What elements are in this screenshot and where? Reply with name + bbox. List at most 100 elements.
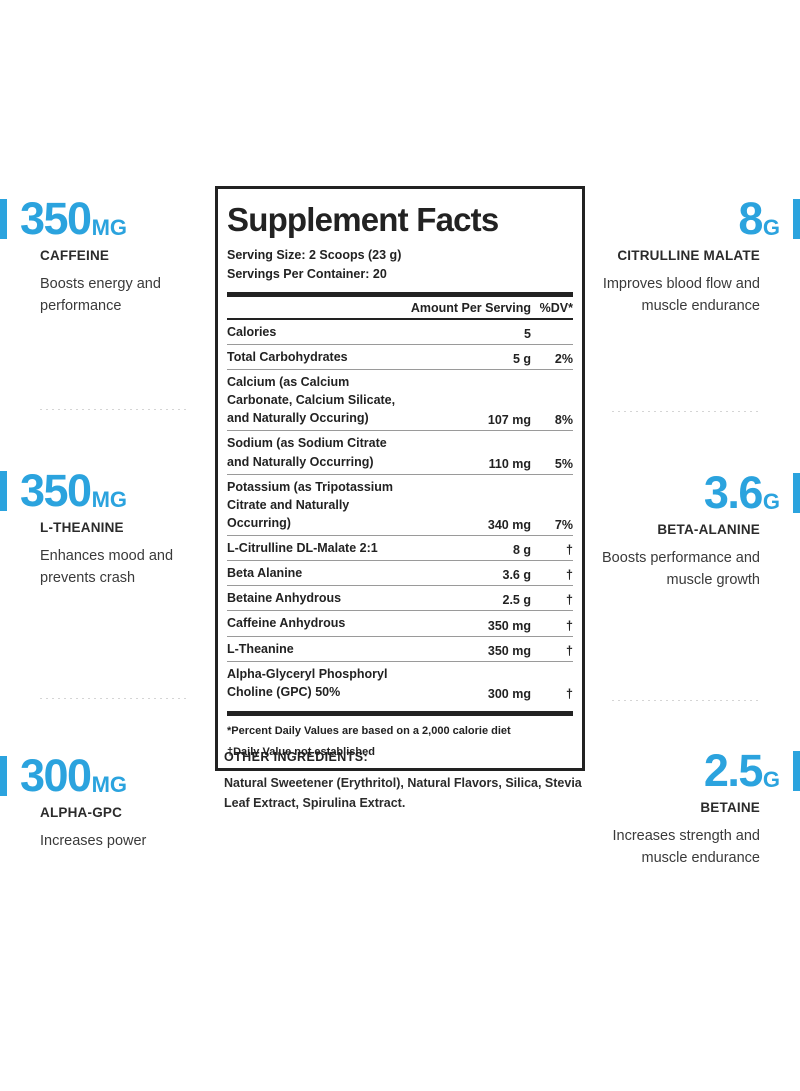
callout-unit: MG bbox=[91, 215, 128, 240]
callout-value: 2.5 bbox=[703, 745, 764, 796]
callout-beta-alanine: 3.6 G BETA-ALANINE Boosts performance and… bbox=[600, 470, 800, 592]
row-amount: 110 mg bbox=[410, 430, 531, 475]
callout-ingredient-name: L-THEANINE bbox=[40, 520, 124, 535]
callout-description: Improves blood flow and muscle endurance bbox=[602, 276, 760, 314]
accent-bar-icon bbox=[793, 473, 800, 513]
row-name: L-Theanine bbox=[227, 636, 411, 662]
row-name: Calcium (as Calcium Carbonate, Calcium S… bbox=[227, 369, 411, 432]
row-dv: † bbox=[531, 610, 573, 637]
callout-ingredient-name: BETAINE bbox=[700, 800, 760, 815]
table-row: Calcium (as Calcium Carbonate, Calcium S… bbox=[227, 369, 573, 432]
callout-amount: 350 MG bbox=[0, 468, 200, 513]
other-ingredients-body: Natural Sweetener (Erythritol), Natural … bbox=[224, 776, 582, 810]
other-ingredients-title: OTHER INGREDIENTS: bbox=[224, 750, 369, 764]
callout-ingredient-name: CAFFEINE bbox=[40, 248, 110, 263]
row-dv: † bbox=[531, 560, 573, 587]
callout-ingredient-name: BETA-ALANINE bbox=[657, 522, 760, 537]
row-name: Sodium (as Sodium Citrate and Naturally … bbox=[227, 430, 411, 475]
header-dv: %DV* bbox=[531, 296, 573, 320]
divider-dotted bbox=[610, 700, 762, 701]
callout-amount: 2.5 G bbox=[600, 748, 800, 793]
accent-bar-icon bbox=[0, 199, 7, 239]
row-amount: 350 mg bbox=[410, 636, 531, 662]
callout-unit: MG bbox=[91, 487, 128, 512]
row-dv: 7% bbox=[531, 474, 573, 537]
callout-description: Boosts energy and performance bbox=[40, 276, 161, 314]
row-name: Total Carbohydrates bbox=[227, 344, 411, 371]
accent-bar-icon bbox=[793, 199, 800, 239]
row-name: Calories bbox=[227, 318, 411, 345]
callout-description: Enhances mood and prevents crash bbox=[40, 548, 174, 586]
row-amount: 8 g bbox=[410, 535, 531, 562]
callout-description: Increases strength and muscle endurance bbox=[612, 828, 760, 866]
row-dv: 5% bbox=[531, 430, 573, 475]
row-name: Potassium (as Tripotassium Citrate and N… bbox=[227, 474, 411, 537]
row-dv bbox=[531, 318, 573, 345]
table-row: Potassium (as Tripotassium Citrate and N… bbox=[227, 474, 573, 537]
callout-unit: MG bbox=[91, 772, 128, 797]
table-row: Sodium (as Sodium Citrate and Naturally … bbox=[227, 430, 573, 475]
footnote-percent-dv: *Percent Daily Values are based on a 2,0… bbox=[227, 724, 511, 737]
row-amount: 5 bbox=[410, 318, 531, 345]
table-row: Caffeine Anhydrous 350 mg † bbox=[227, 610, 573, 637]
row-name: L-Citrulline DL-Malate 2:1 bbox=[227, 535, 411, 562]
callout-value: 350 bbox=[20, 193, 92, 244]
table-header-row: Amount Per Serving %DV* bbox=[227, 296, 573, 320]
row-name: Beta Alanine bbox=[227, 560, 411, 587]
row-amount: 3.6 g bbox=[410, 560, 531, 587]
row-amount: 2.5 g bbox=[410, 585, 531, 612]
divider-dotted bbox=[38, 409, 190, 410]
other-ingredients-section: OTHER INGREDIENTS: Natural Sweetener (Er… bbox=[224, 750, 584, 813]
divider-thick bbox=[227, 291, 573, 297]
row-dv: † bbox=[531, 535, 573, 562]
callout-l-theanine: 350 MG L-THEANINE Enhances mood and preve… bbox=[0, 468, 200, 590]
callout-alpha-gpc: 300 MG ALPHA-GPC Increases power bbox=[0, 753, 200, 853]
accent-bar-icon bbox=[0, 756, 7, 796]
row-dv: † bbox=[566, 686, 573, 701]
row-amount: 107 mg bbox=[410, 369, 531, 432]
row-dv: † bbox=[531, 585, 573, 612]
row-amount: 5 g bbox=[410, 344, 531, 371]
callout-caffeine: 350 MG CAFFEINE Boosts energy and perform… bbox=[0, 196, 200, 318]
row-dv: 8% bbox=[531, 369, 573, 432]
row-name: Caffeine Anhydrous bbox=[227, 610, 411, 637]
nutrition-table: Amount Per Serving %DV* Calories 5 Total… bbox=[227, 296, 573, 704]
serving-size: Serving Size: 2 Scoops (23 g) bbox=[227, 248, 402, 262]
callout-betaine: 2.5 G BETAINE Increases strength and musc… bbox=[600, 748, 800, 870]
table-row: L-Citrulline DL-Malate 2:1 8 g † bbox=[227, 535, 573, 562]
callout-description: Boosts performance and muscle growth bbox=[602, 550, 760, 588]
callout-amount: 3.6 G bbox=[600, 470, 800, 515]
row-amount: 300 mg bbox=[487, 686, 531, 701]
callout-value: 3.6 bbox=[703, 467, 764, 518]
callout-amount: 350 MG bbox=[0, 196, 200, 241]
header-blank bbox=[227, 296, 411, 320]
callout-unit: G bbox=[762, 215, 780, 240]
callout-ingredient-name: CITRULLINE MALATE bbox=[617, 248, 760, 263]
row-amount: 340 mg bbox=[410, 474, 531, 537]
table-row: Betaine Anhydrous 2.5 g † bbox=[227, 585, 573, 612]
callout-description: Increases power bbox=[40, 833, 147, 849]
table-row: Alpha-Glyceryl Phosphoryl Choline (GPC) … bbox=[227, 661, 573, 704]
divider-thick bbox=[227, 710, 573, 716]
row-dv: † bbox=[531, 636, 573, 662]
left-callout-column: 350 MG CAFFEINE Boosts energy and perform… bbox=[0, 0, 200, 1091]
callout-unit: G bbox=[762, 489, 780, 514]
table-row: Beta Alanine 3.6 g † bbox=[227, 560, 573, 587]
row-name: Betaine Anhydrous bbox=[227, 585, 411, 612]
table-row: Calories 5 bbox=[227, 318, 573, 345]
row-name: Alpha-Glyceryl Phosphoryl Choline (GPC) … bbox=[227, 666, 388, 699]
callout-value: 8 bbox=[738, 193, 763, 244]
row-dv: 2% bbox=[531, 344, 573, 371]
servings-per-container: Servings Per Container: 20 bbox=[227, 267, 387, 282]
row-amount: 350 mg bbox=[410, 610, 531, 637]
divider-dotted bbox=[38, 698, 190, 699]
panel-title: Supplement Facts bbox=[227, 201, 499, 238]
table-row: L-Theanine 350 mg † bbox=[227, 636, 573, 662]
supplement-facts-panel: Supplement Facts Serving Size: 2 Scoops … bbox=[215, 186, 585, 772]
callout-value: 300 bbox=[20, 750, 92, 801]
accent-bar-icon bbox=[793, 751, 800, 791]
